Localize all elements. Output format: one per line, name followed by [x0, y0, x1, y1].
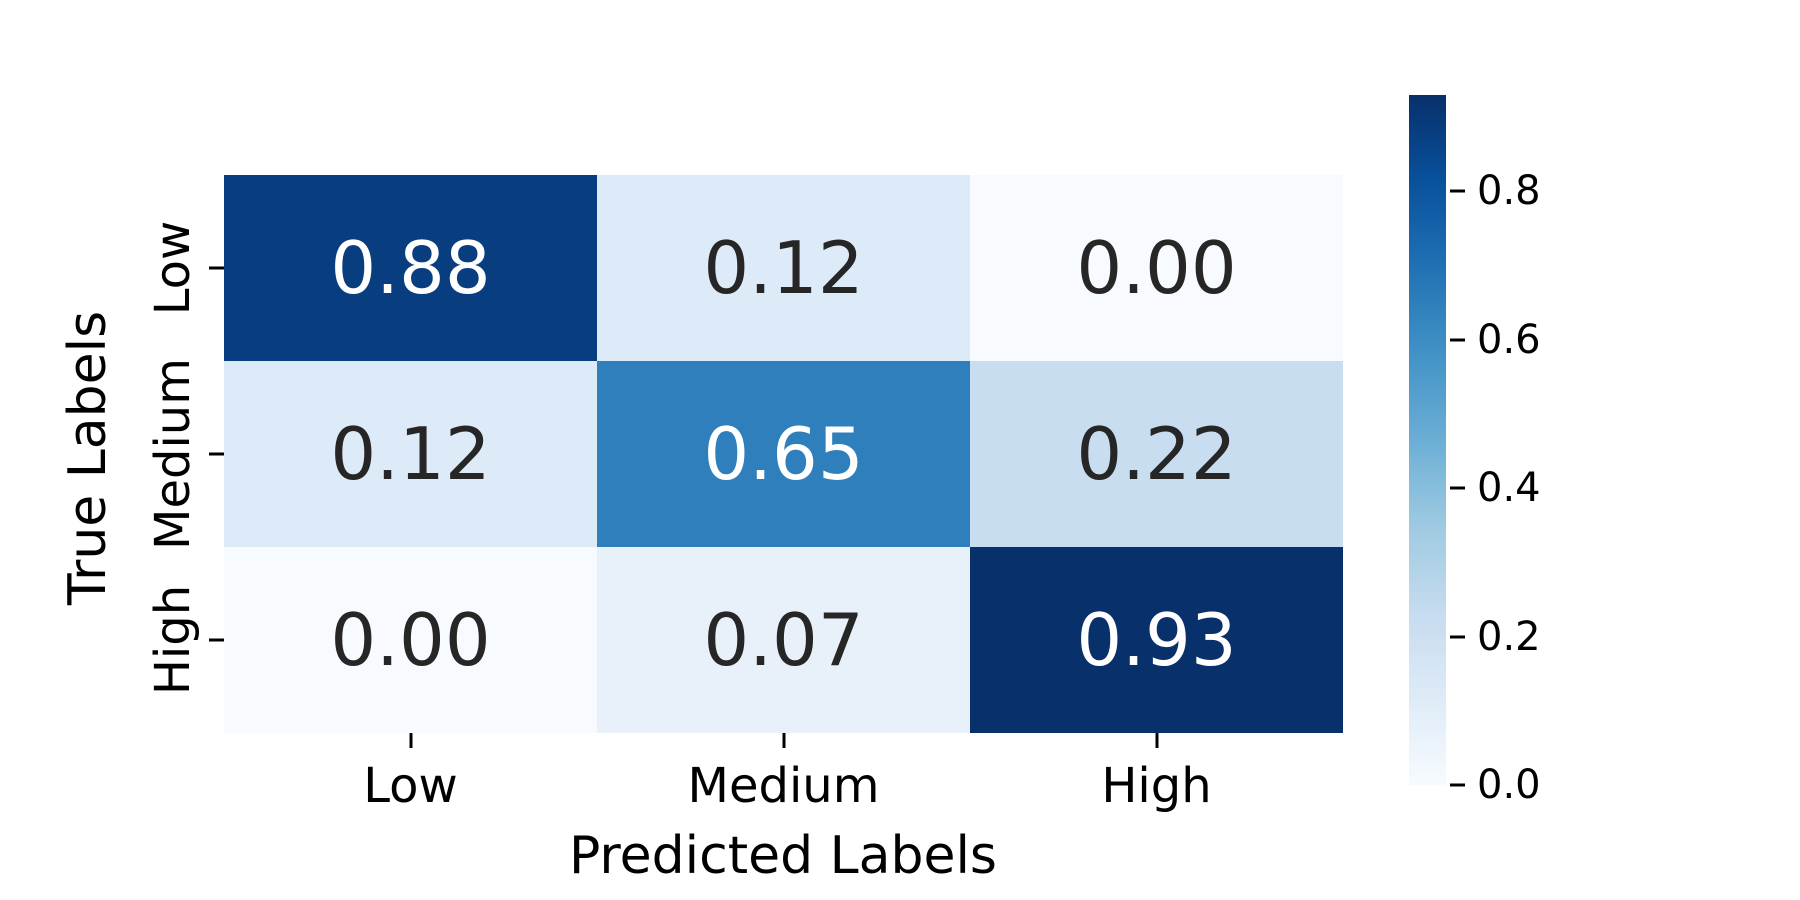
colorbar-tick-label: 0.6 — [1477, 316, 1541, 363]
heatmap-cell-high-high: 0.93 — [970, 547, 1343, 733]
heatmap-cell-medium-low: 0.12 — [224, 361, 597, 547]
x-tick-mark — [1155, 733, 1158, 748]
y-tick-label: Low — [145, 220, 201, 316]
x-tick-label: High — [1101, 758, 1212, 814]
x-tick-mark — [782, 733, 785, 748]
heatmap-cell-high-medium: 0.07 — [597, 547, 970, 733]
y-axis-title: True Labels — [58, 310, 118, 606]
heatmap-grid: 0.88 0.12 0.00 0.12 0.65 0.22 0.00 0.07 0.93 — [224, 175, 1343, 733]
heatmap-cell-low-low: 0.88 — [224, 175, 597, 361]
colorbar-tick-label: 0.4 — [1477, 465, 1541, 512]
y-tick-label: Medium — [145, 358, 201, 550]
y-tick-label: High — [145, 584, 201, 696]
colorbar-tick-label: 0.0 — [1477, 762, 1541, 808]
colorbar-tick-mark — [1450, 783, 1465, 787]
x-tick-label: Low — [363, 758, 458, 814]
colorbar-tick-mark — [1450, 189, 1465, 193]
colorbar-tick-label: 0.8 — [1477, 168, 1541, 215]
y-tick-mark — [209, 266, 224, 270]
heatmap-cell-medium-medium: 0.65 — [597, 361, 970, 547]
x-tick-label: Medium — [687, 758, 880, 814]
colorbar-tick-mark — [1450, 635, 1465, 639]
heatmap-cell-medium-high: 0.22 — [970, 361, 1343, 547]
colorbar — [1409, 95, 1446, 785]
colorbar-tick-mark — [1450, 486, 1465, 490]
heatmap-cell-low-high: 0.00 — [970, 175, 1343, 361]
colorbar-tick-label: 0.2 — [1477, 613, 1541, 660]
colorbar-tick-mark — [1450, 338, 1465, 342]
x-tick-mark — [409, 733, 412, 748]
heatmap-cell-high-low: 0.00 — [224, 547, 597, 733]
y-tick-mark — [209, 452, 224, 456]
y-tick-mark — [209, 638, 224, 642]
x-axis-title: Predicted Labels — [568, 826, 998, 886]
heatmap-cell-low-medium: 0.12 — [597, 175, 970, 361]
